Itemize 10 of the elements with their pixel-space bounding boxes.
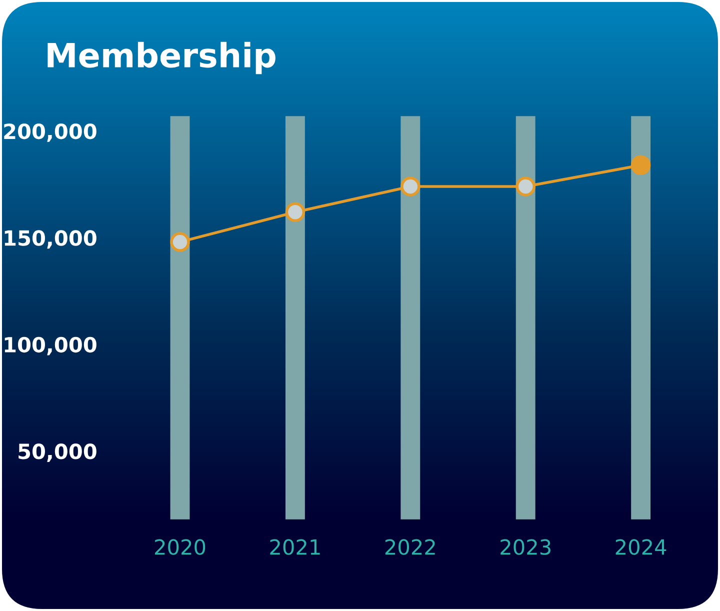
- x-tick-label: 2023: [500, 539, 550, 555]
- y-tick-label: 200,000: [4, 123, 96, 142]
- x-tick-label: 2021: [270, 539, 320, 555]
- y-tick-label: 50,000: [18, 444, 96, 462]
- x-tick-label: 2024: [616, 539, 666, 555]
- chart-title: Membership: [48, 42, 276, 74]
- x-tick-label: 2020: [155, 539, 206, 555]
- y-tick-label: 150,000: [4, 230, 96, 249]
- y-tick-label: 100,000: [4, 336, 96, 356]
- x-tick-label: 2022: [385, 539, 435, 555]
